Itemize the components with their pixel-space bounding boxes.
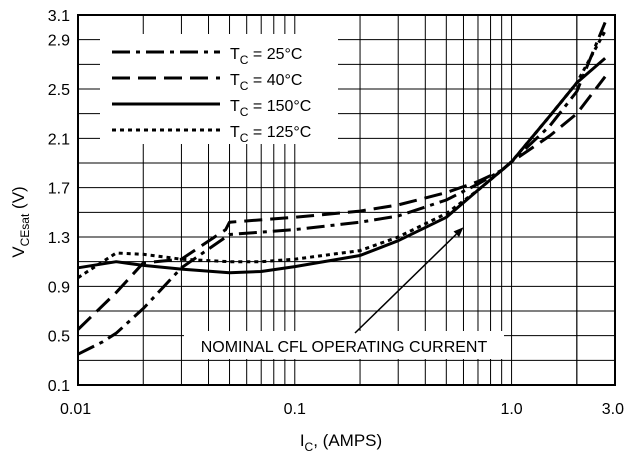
y-tick-label: 2.1 <box>48 131 70 148</box>
legend-label-main: T <box>230 98 240 115</box>
legend-label: TC = 125°C <box>230 124 311 145</box>
x-tick-label: 3.0 <box>602 401 624 418</box>
x-axis-label: IC, (AMPS) <box>300 431 382 454</box>
y-axis-label-main: V <box>9 246 28 258</box>
legend-label-main: T <box>230 124 240 141</box>
y-tick-label: 0.1 <box>48 378 70 395</box>
annotation-background <box>184 331 504 359</box>
annotation-arrow <box>354 233 457 334</box>
series-line <box>77 21 607 356</box>
legend-label-sub: C <box>240 53 249 67</box>
legend-label-sub: C <box>240 105 249 119</box>
legend-label-rest: = 25°C <box>248 46 302 63</box>
annotation-arrowhead <box>453 227 464 238</box>
legend-label-main: T <box>230 72 240 89</box>
y-tick-label: 3.1 <box>48 8 70 25</box>
series-curves <box>76 21 607 356</box>
legend-label: TC = 40°C <box>230 72 302 93</box>
y-axis-label-sub: CEsat <box>18 213 32 246</box>
legend-label-sub: C <box>240 131 249 145</box>
y-tick-label: 1.3 <box>48 230 70 247</box>
x-tick-label: 0.1 <box>284 401 306 418</box>
y-tick-label: 0.5 <box>48 329 70 346</box>
series-line <box>76 75 607 331</box>
x-tick-label: 0.01 <box>60 401 91 418</box>
legend-label-rest: = 150°C <box>248 98 311 115</box>
annotation: NOMINAL CFL OPERATING CURRENT <box>184 227 504 359</box>
annotation-text: NOMINAL CFL OPERATING CURRENT <box>201 339 488 356</box>
legend-label: TC = 25°C <box>230 46 302 67</box>
y-axis-label: VCEsat (V) <box>9 186 32 257</box>
x-axis-label-sub: C <box>305 440 314 454</box>
x-tick-labels: 0.01 0.1 1.0 3.0 <box>60 401 624 418</box>
legend-label-rest: = 40°C <box>248 72 302 89</box>
legend-label: TC = 150°C <box>230 98 311 119</box>
y-tick-label: 1.7 <box>48 181 70 198</box>
legend-label-rest: = 125°C <box>248 124 311 141</box>
y-tick-label: 2.9 <box>48 33 70 50</box>
y-tick-labels: 0.1 0.5 0.9 1.3 1.7 2.1 2.5 2.9 3.1 <box>48 8 70 395</box>
y-tick-label: 2.5 <box>48 82 70 99</box>
x-axis-label-rest: , (AMPS) <box>313 431 382 450</box>
legend-label-sub: C <box>240 79 249 93</box>
x-axis-label-main: I <box>300 431 305 450</box>
series-line <box>77 30 607 279</box>
y-axis-label-rest: (V) <box>9 186 28 213</box>
x-tick-label: 1.0 <box>500 401 522 418</box>
legend-label-main: T <box>230 46 240 63</box>
plot-frame <box>77 14 616 386</box>
legend: TC = 25°CTC = 40°CTC = 150°CTC = 125°C <box>100 34 338 145</box>
y-tick-label: 0.9 <box>48 279 70 296</box>
